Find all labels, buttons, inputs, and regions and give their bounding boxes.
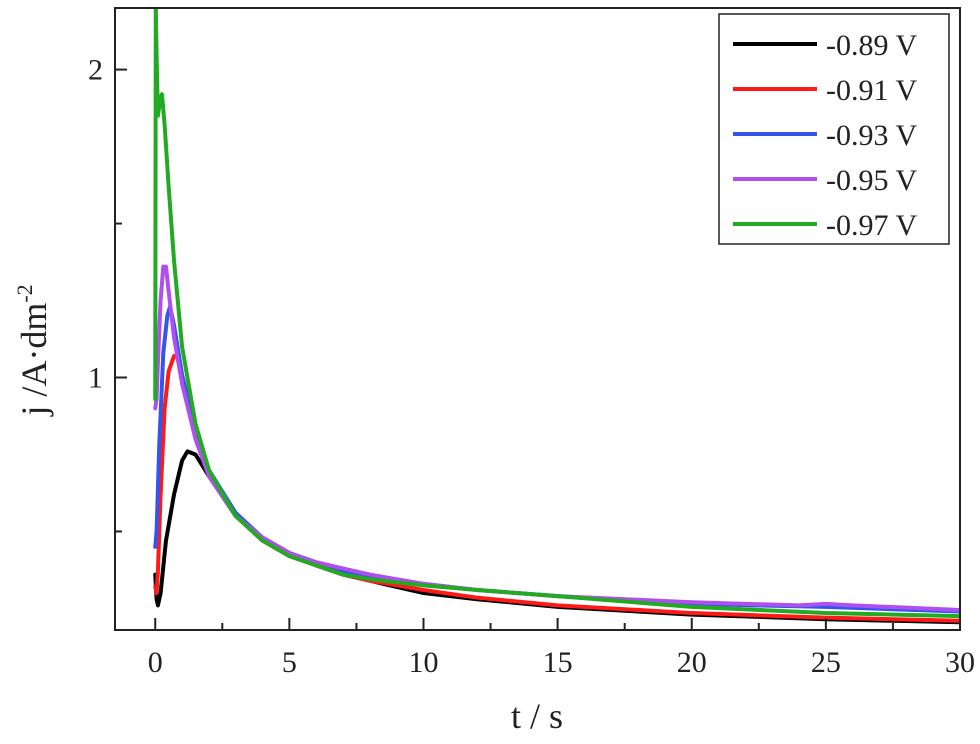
legend-box [718, 13, 950, 245]
x-tick-label: 30 [945, 646, 975, 679]
legend-label: -0.97 V [826, 209, 917, 242]
x-tick-label: 15 [543, 646, 573, 679]
x-axis: 0 5 10 15 20 25 30 [148, 618, 975, 679]
x-tick-label: 0 [148, 646, 163, 679]
series-line-2 [153, 353, 960, 623]
y-tick-label: 2 [88, 54, 103, 87]
y-tick-label: 1 [88, 362, 103, 395]
x-tick-label: 5 [282, 646, 297, 679]
legend-label: -0.91 V [826, 74, 917, 107]
x-axis-title: t / s [511, 696, 563, 736]
legend-label: -0.95 V [826, 164, 917, 197]
x-tick-label: 25 [811, 646, 841, 679]
y-axis-title: j /A·dm-2 [12, 284, 54, 417]
series-line-3 [153, 304, 960, 614]
legend-label: -0.93 V [826, 119, 917, 152]
y-axis: 12 [88, 54, 127, 533]
x-tick-label: 20 [677, 646, 707, 679]
legend-label: -0.89 V [826, 29, 917, 62]
legend: -0.89 V -0.91 V -0.93 V -0.95 V -0.97 V [718, 13, 950, 245]
y-axis-title-main: j /A·dm [14, 303, 54, 418]
series-line-4 [153, 264, 960, 612]
plot-frame [114, 7, 961, 631]
y-axis-title-superscript: -2 [12, 284, 37, 302]
x-tick-label: 10 [408, 646, 438, 679]
series-line-5 [153, 8, 960, 619]
series-layer [153, 8, 960, 625]
